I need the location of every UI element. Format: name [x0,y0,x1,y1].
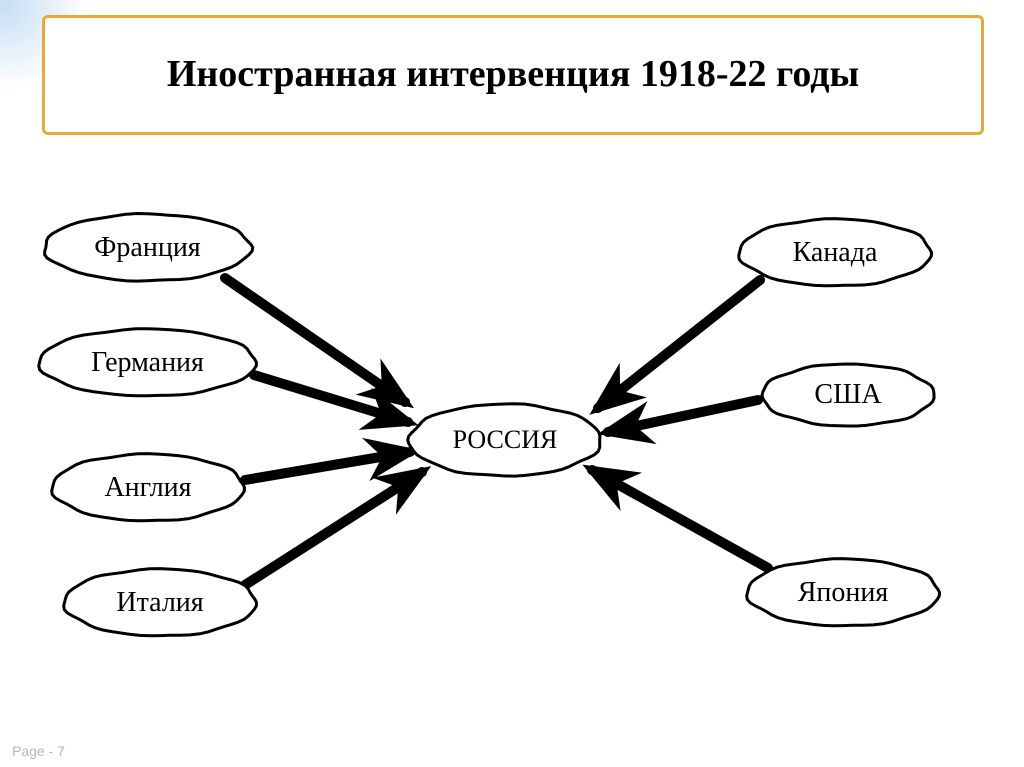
edge-england-to-russia [245,452,410,480]
edge-italy-to-russia [245,472,422,585]
edge-germany-to-russia [254,375,408,422]
node-russia: РОССИЯ [405,400,605,480]
node-france: Франция [40,210,255,285]
edge-usa-to-russia [608,400,758,432]
intervention-diagram: РОССИЯ Франция Германия Англия Италия Канада С… [0,160,1024,720]
node-japan: Япония [743,555,943,630]
node-england: Англия [48,450,248,525]
edge-canada-to-russia [598,280,760,408]
node-label-italy: Италия [116,587,203,619]
node-usa: США [758,360,938,430]
node-label-germany: Германия [91,347,204,379]
node-label-canada: Канада [793,237,878,269]
node-label-england: Англия [104,472,191,504]
node-label-usa: США [814,379,881,411]
edge-japan-to-russia [592,470,768,568]
node-canada: Канада [735,215,935,290]
node-germany: Германия [35,325,260,400]
node-label-russia: РОССИЯ [453,425,558,455]
node-italy: Италия [60,565,260,640]
node-label-france: Франция [94,232,200,264]
title-box: Иностранная интервенция 1918-22 годы [42,15,984,135]
node-label-japan: Япония [798,577,889,609]
page-number: Page - 7 [12,743,65,759]
page-title: Иностранная интервенция 1918-22 годы [167,53,859,97]
